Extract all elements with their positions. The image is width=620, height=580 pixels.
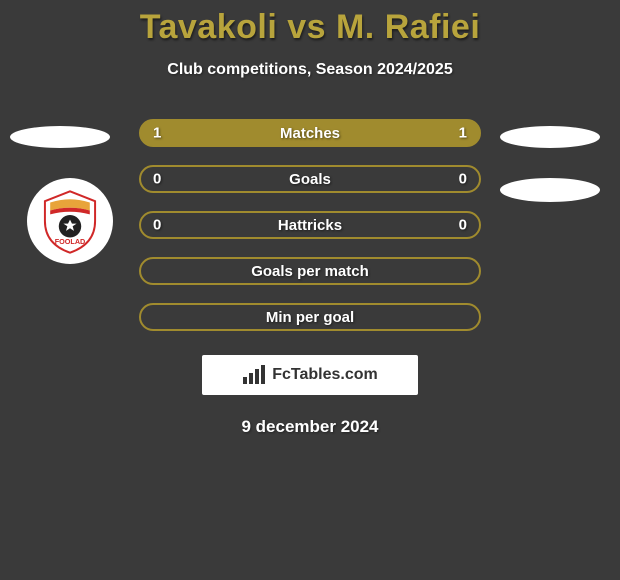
stat-row-goals: 0 Goals 0: [139, 165, 481, 193]
stat-right-value: 1: [459, 125, 467, 142]
stat-label: Goals per match: [251, 263, 369, 280]
stat-label: Goals: [289, 171, 331, 188]
left-team-logo-placeholder-1: [10, 126, 110, 148]
stat-right-value: 0: [459, 217, 467, 234]
stat-left-value: 0: [153, 171, 161, 188]
stat-row-hattricks: 0 Hattricks 0: [139, 211, 481, 239]
branding-text: FcTables.com: [272, 366, 378, 384]
right-team-logo-placeholder-1: [500, 126, 600, 148]
date-text: 9 december 2024: [0, 417, 620, 437]
stat-left-value: 1: [153, 125, 161, 142]
stat-label: Hattricks: [278, 217, 342, 234]
bars-icon: [242, 365, 268, 385]
crest-icon: FOOLAD: [37, 188, 103, 254]
stat-row-min-per-goal: Min per goal: [139, 303, 481, 331]
stat-row-matches: 1 Matches 1: [139, 119, 481, 147]
stat-label: Matches: [280, 125, 340, 142]
left-team-crest: FOOLAD: [27, 178, 113, 264]
stat-right-value: 0: [459, 171, 467, 188]
page-title: Tavakoli vs M. Rafiei: [0, 0, 620, 47]
svg-text:FOOLAD: FOOLAD: [55, 237, 86, 246]
branding-badge: FcTables.com: [202, 355, 418, 395]
page-subtitle: Club competitions, Season 2024/2025: [0, 61, 620, 79]
stat-row-goals-per-match: Goals per match: [139, 257, 481, 285]
stat-label: Min per goal: [266, 309, 354, 326]
right-team-logo-placeholder-2: [500, 178, 600, 202]
stat-left-value: 0: [153, 217, 161, 234]
